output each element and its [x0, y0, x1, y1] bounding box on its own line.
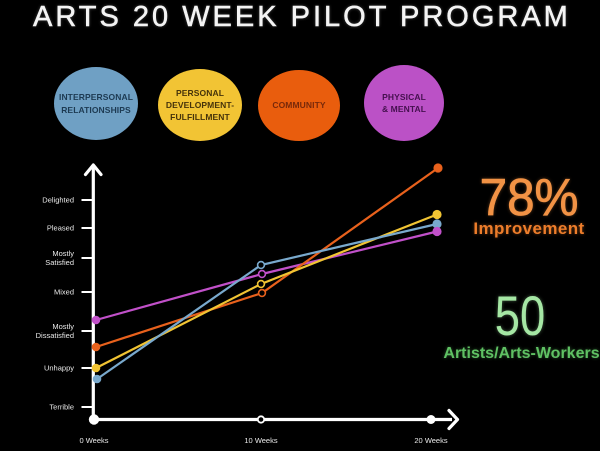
svg-text:10 Weeks: 10 Weeks — [244, 436, 277, 445]
svg-text:Delighted: Delighted — [42, 196, 74, 205]
svg-text:0 Weeks: 0 Weeks — [79, 436, 108, 445]
svg-text:Satisfied: Satisfied — [45, 258, 74, 267]
svg-text:20 Weeks: 20 Weeks — [414, 436, 447, 445]
svg-text:Terrible: Terrible — [49, 403, 74, 412]
svg-text:Mostly: Mostly — [52, 249, 74, 258]
svg-text:Dissatisfied: Dissatisfied — [36, 331, 74, 340]
svg-text:Unhappy: Unhappy — [44, 364, 74, 373]
svg-text:Mostly: Mostly — [52, 322, 74, 331]
svg-text:Mixed: Mixed — [54, 288, 74, 297]
svg-text:Pleased: Pleased — [47, 224, 74, 233]
